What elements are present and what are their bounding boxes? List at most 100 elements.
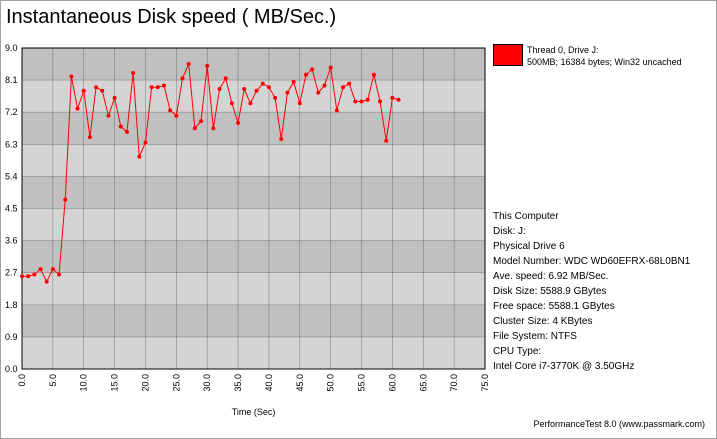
data-point [20, 274, 24, 279]
data-point [291, 79, 296, 84]
data-point [365, 97, 370, 102]
data-point [69, 74, 74, 79]
data-point [63, 197, 68, 202]
data-point [168, 108, 173, 113]
data-point [87, 135, 92, 140]
x-tick-label: 30.0 [202, 374, 212, 392]
x-tick-label: 70.0 [449, 374, 459, 392]
y-tick-label: 4.5 [5, 204, 18, 214]
data-point [322, 83, 327, 88]
data-point [26, 274, 31, 279]
info-cluster-size: Cluster Size: 4 KBytes [493, 316, 593, 327]
y-tick-label: 7.2 [5, 107, 18, 117]
data-point [384, 138, 389, 143]
data-point [347, 81, 352, 86]
plot-border [21, 47, 486, 370]
info-ave-speed: Ave. speed: 6.92 MB/Sec. [493, 271, 609, 282]
info-free-space: Free space: 5588.1 GBytes [493, 301, 615, 312]
data-point [316, 90, 321, 95]
data-point [131, 70, 136, 75]
data-point [81, 88, 86, 93]
data-point [242, 87, 247, 92]
x-axis-ticks: 0.0 5.0 10.0 15.0 20.0 25.0 30.0 35.0 40.0 45.0 50… [17, 374, 490, 392]
data-point [155, 85, 160, 90]
plot-band [22, 112, 485, 145]
data-point [217, 87, 222, 92]
info-disk-size: Disk Size: 5588.9 GBytes [493, 286, 607, 297]
chart-title: Instantaneous Disk speed ( MB/Sec.) [6, 6, 337, 28]
y-tick-label: 6.3 [5, 139, 18, 149]
data-point [328, 65, 333, 70]
data-point [260, 81, 265, 86]
data-point [32, 272, 37, 277]
data-point [137, 154, 142, 159]
info-file-system: File System: NTFS [493, 331, 577, 342]
data-point [273, 95, 278, 100]
plot-band [22, 208, 485, 241]
x-tick-label: 20.0 [140, 374, 150, 392]
plot-band [22, 304, 485, 337]
plot-band [22, 272, 485, 305]
data-point [161, 83, 166, 88]
y-tick-label: 0.0 [5, 364, 18, 374]
legend-line-2: 500MB; 16384 bytes; Win32 uncached [527, 57, 682, 67]
data-point [75, 106, 80, 111]
series-group [20, 62, 401, 284]
data-point [353, 99, 358, 104]
plot-band [22, 48, 485, 81]
data-point [341, 85, 346, 90]
data-point [236, 120, 241, 125]
data-point [94, 85, 99, 90]
x-tick-label: 15.0 [110, 374, 120, 392]
data-point [223, 76, 228, 81]
data-point [266, 85, 271, 90]
y-tick-label: 3.6 [5, 236, 18, 246]
footer-credit: PerformanceTest 8.0 (www.passmark.com) [533, 419, 705, 429]
data-point [186, 62, 191, 67]
series-line [22, 63, 399, 283]
data-point [149, 85, 154, 90]
data-point [359, 99, 364, 104]
info-cpu-type-label: CPU Type: [493, 346, 542, 357]
data-point [285, 90, 290, 95]
y-tick-label: 1.8 [5, 300, 18, 310]
x-tick-label: 55.0 [357, 374, 367, 392]
data-point [44, 279, 49, 284]
y-tick-label: 2.7 [5, 268, 18, 278]
data-point [174, 113, 179, 118]
plot-band [22, 240, 485, 273]
x-tick-label: 35.0 [233, 374, 243, 392]
x-tick-label: 0.0 [17, 374, 27, 387]
data-point [371, 72, 376, 77]
y-tick-label: 5.4 [5, 171, 18, 181]
data-point [57, 272, 62, 277]
info-this-computer: This Computer [493, 211, 559, 222]
x-tick-label: 65.0 [418, 374, 428, 392]
info-disk: Disk: J: [493, 226, 526, 237]
x-tick-label: 60.0 [387, 374, 397, 392]
data-point [303, 72, 308, 77]
data-point [124, 129, 129, 134]
system-info-panel: This Computer Disk: J: Physical Drive 6 … [493, 209, 690, 374]
data-point [248, 101, 253, 106]
data-point [229, 101, 234, 106]
data-point [334, 108, 339, 113]
plot-band [22, 144, 485, 177]
data-point [396, 97, 401, 102]
data-point [100, 88, 105, 93]
data-point [199, 119, 204, 124]
data-point [50, 267, 55, 272]
data-point [310, 67, 315, 72]
y-tick-label: 9.0 [5, 43, 18, 53]
x-tick-label: 25.0 [171, 374, 181, 392]
info-cpu-type: Intel Core i7-3770K @ 3.50GHz [493, 361, 635, 372]
plot-band [22, 336, 485, 369]
data-point [180, 76, 185, 81]
data-point [390, 95, 395, 100]
data-point [38, 267, 43, 272]
x-tick-label: 5.0 [48, 374, 58, 387]
data-point [106, 113, 111, 118]
x-tick-label: 75.0 [480, 374, 490, 392]
y-tick-label: 8.1 [5, 75, 18, 85]
x-tick-label: 50.0 [326, 374, 336, 392]
